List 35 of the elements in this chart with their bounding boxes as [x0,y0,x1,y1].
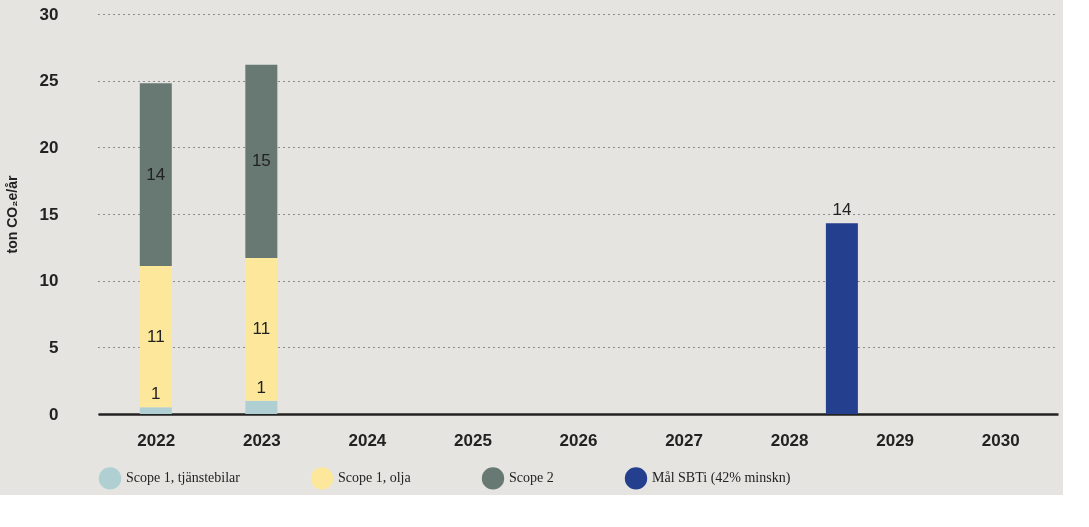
x-tick-label: 2024 [348,430,387,450]
x-tick-label: 2028 [770,430,809,450]
x-tick-label: 2025 [454,430,492,450]
legend-label: Scope 1, tjänstebilar [126,470,241,486]
bar [825,223,858,414]
data-label: 1 [256,377,267,397]
x-tick-label: 2030 [981,430,1020,450]
data-label: 11 [146,326,165,346]
data-label: 1 [151,384,161,404]
legend-label: Scope 1, olja [338,470,412,486]
y-tick-label: 20 [39,137,59,157]
legend-label: Scope 2 [509,470,554,486]
data-label: 15 [251,151,271,171]
bar [245,64,278,258]
y-tick-label: 25 [39,71,59,91]
y-axis-title: ton CO₂e/år [3,175,20,254]
bar [245,400,278,414]
bar [139,266,172,408]
y-tick-label: 5 [49,337,59,357]
x-tick-label: 2022 [137,430,176,450]
x-tick-label: 2023 [242,430,281,450]
legend-label: Mål SBTi (42% minskn) [652,470,791,487]
y-tick-label: 10 [39,271,59,291]
bar [245,258,278,401]
data-label: 14 [146,164,166,184]
y-tick-label: 30 [39,4,59,24]
y-tick-label: 0 [49,404,59,424]
data-label: 14 [832,200,852,220]
x-tick-label: 2029 [876,430,915,450]
data-label: 11 [252,319,271,339]
y-tick-label: 15 [39,204,59,224]
bar [139,407,172,414]
bar [139,83,172,266]
x-tick-label: 2027 [665,430,703,450]
x-tick-label: 2026 [559,430,598,450]
